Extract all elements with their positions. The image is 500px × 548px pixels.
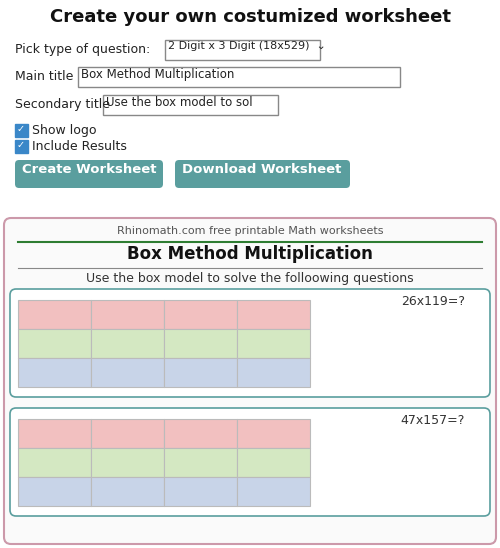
- Bar: [91, 300, 164, 329]
- Bar: [237, 419, 310, 448]
- Bar: [91, 329, 164, 358]
- FancyBboxPatch shape: [10, 408, 490, 516]
- Bar: [91, 477, 164, 506]
- Bar: [18, 477, 91, 506]
- Bar: [164, 329, 237, 358]
- Text: Use the box model to solve the folloowing questions: Use the box model to solve the folloowin…: [86, 272, 414, 285]
- Bar: [15, 124, 28, 137]
- Bar: [164, 419, 237, 448]
- Bar: [164, 477, 237, 506]
- Bar: [237, 477, 310, 506]
- Text: Show logo: Show logo: [32, 124, 96, 137]
- Text: Rhinomath.com free printable Math worksheets: Rhinomath.com free printable Math worksh…: [117, 226, 384, 236]
- Bar: [18, 419, 91, 448]
- Text: Download Worksheet: Download Worksheet: [182, 163, 342, 176]
- Bar: [165, 40, 320, 60]
- Text: 26x119=?: 26x119=?: [401, 295, 465, 308]
- Text: Create Worksheet: Create Worksheet: [22, 163, 156, 176]
- Text: ✓: ✓: [17, 124, 25, 134]
- Bar: [18, 329, 91, 358]
- Text: Create your own costumized worksheet: Create your own costumized worksheet: [50, 8, 450, 26]
- Bar: [164, 358, 237, 387]
- FancyBboxPatch shape: [10, 289, 490, 397]
- Text: Box Method Multiplication: Box Method Multiplication: [81, 68, 234, 81]
- Text: Box Method Multiplication: Box Method Multiplication: [127, 245, 373, 263]
- Text: Main title: Main title: [15, 70, 74, 83]
- Bar: [0, 0, 500, 215]
- FancyBboxPatch shape: [15, 160, 163, 188]
- Bar: [103, 95, 278, 115]
- Bar: [237, 358, 310, 387]
- Bar: [78, 67, 400, 87]
- Bar: [237, 329, 310, 358]
- FancyBboxPatch shape: [175, 160, 350, 188]
- Text: ✓: ✓: [17, 140, 25, 150]
- Bar: [15, 140, 28, 153]
- Bar: [164, 448, 237, 477]
- Bar: [18, 300, 91, 329]
- Text: 2 Digit x 3 Digit (18x529)  ⌄: 2 Digit x 3 Digit (18x529) ⌄: [168, 41, 326, 51]
- Bar: [91, 358, 164, 387]
- Bar: [91, 448, 164, 477]
- Bar: [237, 448, 310, 477]
- Text: Secondary title: Secondary title: [15, 98, 110, 111]
- Bar: [91, 419, 164, 448]
- Text: Include Results: Include Results: [32, 140, 127, 153]
- Bar: [164, 300, 237, 329]
- Text: Use the box model to sol: Use the box model to sol: [106, 96, 253, 109]
- Text: 47x157=?: 47x157=?: [400, 414, 465, 427]
- Bar: [18, 358, 91, 387]
- Bar: [18, 448, 91, 477]
- Bar: [237, 300, 310, 329]
- FancyBboxPatch shape: [4, 218, 496, 544]
- Text: Pick type of question:: Pick type of question:: [15, 43, 150, 56]
